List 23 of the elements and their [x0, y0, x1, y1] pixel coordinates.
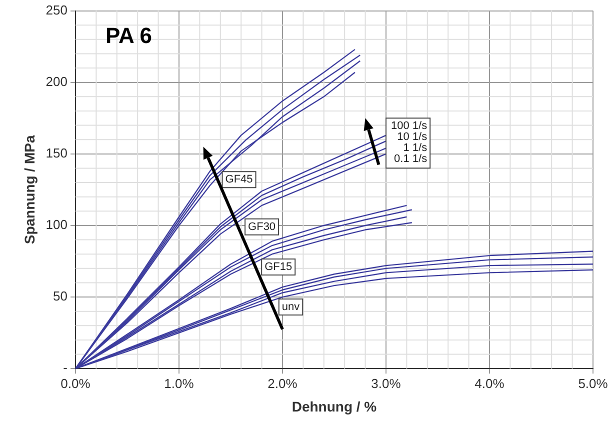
- y-tick-label: 250: [46, 2, 68, 18]
- y-axis-title: Spannung / MPa: [21, 135, 38, 244]
- y-tick-label: 150: [46, 146, 68, 160]
- x-tick-label: 5.0%: [578, 376, 608, 391]
- x-tick-label: 0.0%: [60, 376, 91, 391]
- annotation: 0.1 1/s: [394, 153, 428, 166]
- x-tick-label: 1.0%: [164, 376, 194, 391]
- y-tick-label: -: [63, 360, 68, 376]
- annotation: 100 1/s: [390, 120, 428, 132]
- annotation: unv: [282, 301, 300, 314]
- annotation: 10 1/s: [397, 131, 428, 144]
- y-tick-label: 200: [46, 74, 68, 89]
- annotation: 1 1/s: [403, 142, 428, 154]
- x-tick-label: 4.0%: [474, 376, 505, 391]
- x-axis-title: Dehnung / %: [292, 398, 378, 414]
- x-tick-label: 3.0%: [371, 376, 402, 391]
- text: PA 6: [105, 22, 152, 48]
- y-tick-label: 100: [46, 217, 68, 232]
- annotation: GF30: [248, 220, 276, 233]
- annotation: GF15: [264, 261, 292, 274]
- annotation: GF45: [225, 174, 253, 186]
- x-tick-label: 2.0%: [268, 376, 298, 391]
- y-tick-label: 50: [53, 288, 68, 304]
